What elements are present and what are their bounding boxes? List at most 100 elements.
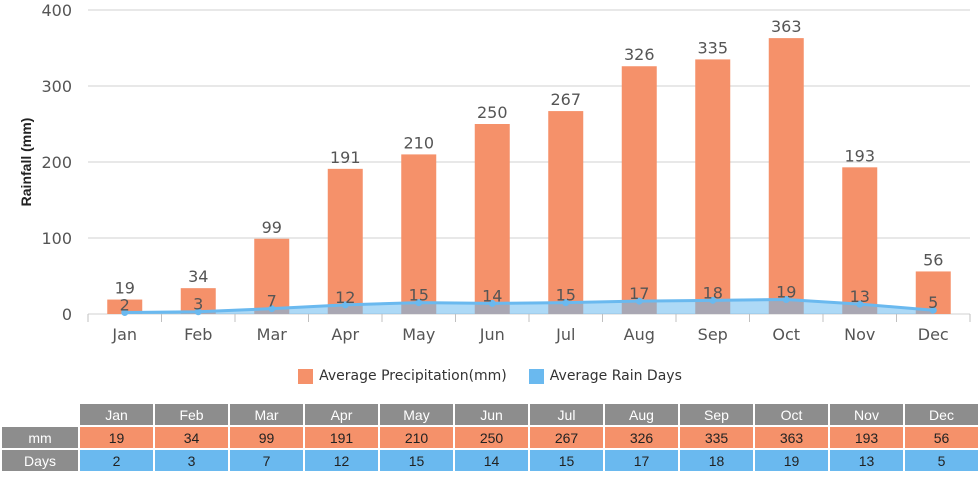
legend-swatch-rain-days — [528, 368, 544, 384]
row-label-days: Days — [2, 450, 78, 471]
y-tick-label: 100 — [41, 229, 72, 248]
table-cell-days: 19 — [755, 450, 828, 471]
y-axis-label: Rainfall (mm) — [18, 118, 34, 207]
bar[interactable] — [474, 124, 510, 314]
y-axis-ticks: 0 100 200 300 400 — [41, 1, 72, 324]
table-cell-mm: 19 — [80, 427, 153, 448]
table-month-header: Apr — [305, 404, 378, 425]
rain-days-point[interactable] — [782, 296, 790, 304]
rain-days-point[interactable] — [709, 296, 717, 304]
rain-days-point[interactable] — [121, 308, 129, 316]
bar-value-label: 326 — [624, 45, 655, 64]
x-tick-label: Jun — [479, 325, 505, 344]
rain-days-point[interactable] — [268, 305, 276, 313]
table-header-row: Jan Feb Mar Apr May Jun Jul Aug Sep Oct Nov Dec — [2, 404, 978, 425]
table-month-header: Mar — [230, 404, 303, 425]
y-tick-label: 400 — [41, 1, 72, 20]
rain-days-point[interactable] — [341, 301, 349, 309]
rain-days-point[interactable] — [194, 308, 202, 316]
table-cell-days: 18 — [680, 450, 753, 471]
rain-days-point[interactable] — [856, 300, 864, 308]
data-table: Jan Feb Mar Apr May Jun Jul Aug Sep Oct Nov Dec mm 1… — [0, 402, 980, 473]
line-value-label: 19 — [776, 283, 796, 302]
x-tick-label: Feb — [184, 325, 212, 344]
table-corner — [2, 404, 78, 425]
bar-value-label: 193 — [844, 146, 875, 165]
row-label-mm: mm — [2, 427, 78, 448]
x-tick-label: Apr — [331, 325, 359, 344]
line-value-label: 13 — [850, 287, 870, 306]
x-tick-label: Oct — [772, 325, 800, 344]
legend-swatch-precipitation — [298, 368, 314, 384]
y-tick-label: 0 — [62, 305, 72, 324]
table-cell-mm: 56 — [905, 427, 978, 448]
line-value-label: 12 — [335, 288, 355, 307]
bar-value-label: 363 — [771, 17, 802, 36]
table-month-header: Oct — [755, 404, 828, 425]
table-cell-days: 7 — [230, 450, 303, 471]
bar[interactable] — [768, 38, 804, 315]
rain-days-point[interactable] — [488, 299, 496, 307]
bar-value-label: 335 — [697, 38, 728, 57]
table-month-header: May — [380, 404, 453, 425]
line-value-label: 3 — [193, 295, 203, 314]
table-cell-mm: 267 — [530, 427, 603, 448]
legend-label-precipitation: Average Precipitation(mm) — [319, 368, 507, 384]
line-value-label: 15 — [556, 286, 576, 305]
table-month-header: Feb — [155, 404, 228, 425]
rain-days-series — [121, 296, 937, 316]
x-tick-label: Nov — [844, 325, 875, 344]
gridlines — [88, 9, 970, 315]
rain-days-point[interactable] — [415, 299, 423, 307]
x-tick-label: Mar — [257, 325, 288, 344]
bar[interactable] — [401, 154, 437, 314]
rain-days-point[interactable] — [929, 306, 937, 314]
line-value-label: 17 — [629, 284, 649, 303]
y-tick-label: 200 — [41, 153, 72, 172]
line-data-labels: 2 3 7 12 15 14 15 17 18 19 13 5 — [120, 283, 939, 315]
x-axis-ticks: Jan Feb Mar Apr May Jun Jul Aug Sep Oct Nov Dec — [87, 314, 971, 344]
legend-label-rain-days: Average Rain Days — [549, 368, 682, 384]
legend-item-precipitation[interactable]: Average Precipitation(mm) — [298, 368, 507, 384]
table-cell-mm: 99 — [230, 427, 303, 448]
table-cell-days: 3 — [155, 450, 228, 471]
table-row-mm: mm 19 34 99 191 210 250 267 326 335 363 193 56 — [2, 427, 978, 448]
bar[interactable] — [621, 66, 657, 315]
bar[interactable] — [548, 111, 584, 314]
bar[interactable] — [842, 167, 878, 314]
table-month-header: Jun — [455, 404, 528, 425]
table-cell-days: 17 — [605, 450, 678, 471]
bar[interactable] — [107, 299, 143, 314]
legend: Average Precipitation(mm) Average Rain D… — [0, 368, 980, 384]
x-tick-label: Sep — [698, 325, 728, 344]
table-cell-mm: 335 — [680, 427, 753, 448]
table-cell-days: 13 — [830, 450, 903, 471]
rain-days-area — [124, 299, 934, 314]
table-cell-days: 12 — [305, 450, 378, 471]
line-value-label: 14 — [482, 286, 502, 305]
table-month-header: Jul — [530, 404, 603, 425]
rain-days-point[interactable] — [562, 299, 570, 307]
legend-item-rain-days[interactable]: Average Rain Days — [528, 368, 682, 384]
bar-value-label: 99 — [262, 218, 282, 237]
table-cell-mm: 250 — [455, 427, 528, 448]
bar[interactable] — [695, 59, 731, 315]
bar[interactable] — [327, 168, 363, 314]
x-tick-label: Aug — [624, 325, 655, 344]
rain-days-point[interactable] — [635, 297, 643, 305]
line-value-label: 5 — [928, 293, 938, 312]
x-tick-label: May — [402, 325, 435, 344]
table-month-header: Nov — [830, 404, 903, 425]
bar[interactable] — [254, 238, 290, 314]
table-cell-days: 5 — [905, 450, 978, 471]
table-cell-days: 15 — [530, 450, 603, 471]
bar-series — [107, 38, 951, 315]
table-cell-mm: 34 — [155, 427, 228, 448]
x-tick-label: Dec — [918, 325, 949, 344]
line-value-label: 15 — [409, 286, 429, 305]
bar-value-label: 191 — [330, 148, 361, 167]
table-cell-mm: 326 — [605, 427, 678, 448]
line-value-label: 18 — [703, 283, 723, 302]
bar-value-label: 250 — [477, 103, 508, 122]
bar-value-label: 34 — [188, 267, 208, 286]
